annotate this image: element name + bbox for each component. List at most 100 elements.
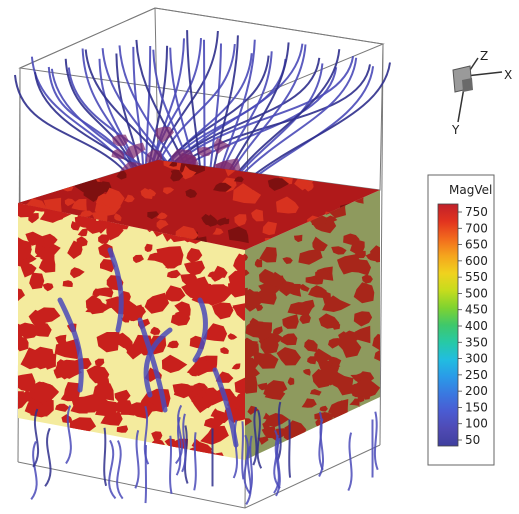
magnetic-patch (228, 281, 245, 298)
magnetic-patch (263, 413, 290, 427)
magnetic-patch (147, 252, 165, 263)
surface-patch (147, 211, 159, 220)
magnetic-patch (320, 412, 336, 422)
surface-patch (356, 161, 373, 173)
field-line (373, 411, 379, 471)
magnetic-patch (144, 243, 153, 252)
magnetic-patch (93, 382, 115, 401)
magnetic-patch (253, 357, 260, 364)
magnetic-patch (54, 338, 81, 360)
magnetic-patch (114, 389, 131, 403)
magnetic-patch (144, 292, 170, 314)
field-line (103, 427, 108, 487)
magnetic-patch (94, 358, 105, 368)
magnetic-patch (355, 405, 374, 420)
field-line (193, 432, 197, 491)
magnetic-patch (293, 234, 303, 243)
magnetic-patch (210, 408, 222, 419)
magnetic-patch (322, 291, 331, 305)
magnetic-patch (287, 377, 295, 386)
surface-patch (325, 171, 342, 184)
surface-patch (201, 213, 218, 226)
surface-patch (124, 194, 135, 203)
magnetic-patch (374, 333, 380, 344)
field-line (108, 439, 117, 500)
legend-tick-label: 500 (465, 286, 488, 300)
legend-tick-label: 450 (465, 303, 488, 317)
legend-tick-label: 700 (465, 221, 488, 235)
legend-color-bar (437, 203, 459, 447)
magnetic-patch (100, 259, 116, 273)
legend-tick-label: 400 (465, 319, 488, 333)
magnetic-patch (34, 247, 54, 258)
surface-patch (27, 162, 40, 172)
flux-tube (192, 297, 208, 363)
magnetic-patch (132, 254, 144, 263)
magnetic-patch (357, 413, 378, 430)
magnetic-patch (245, 253, 248, 263)
field-line (175, 404, 183, 465)
surface-patch (64, 198, 76, 207)
surface-patch (156, 212, 168, 220)
magnetic-patch (180, 273, 198, 286)
legend-tick-label: 200 (465, 384, 488, 398)
magnetic-patch (352, 325, 371, 344)
magnetic-patch (53, 367, 64, 379)
field-line (232, 419, 238, 479)
field-bundle (111, 148, 125, 160)
color-legend: MagVel 750 700 650 600 550 500 450 400 350 300 250… (427, 174, 495, 466)
magnetic-patch (341, 441, 355, 452)
magnetic-patch (353, 311, 373, 327)
magnetic-patch (304, 339, 318, 353)
magnetic-patch (77, 228, 88, 237)
field-line (169, 435, 173, 495)
field-line (241, 421, 245, 480)
magnetic-patch (70, 267, 85, 279)
magnetic-patch (307, 356, 317, 365)
legend-tick-label: 600 (465, 254, 488, 268)
magnetic-patch (336, 417, 360, 435)
magnetic-patch (165, 285, 186, 302)
magnetic-patch (62, 280, 73, 287)
magnetic-patch (356, 376, 380, 399)
magnetic-patch (234, 377, 245, 395)
field-bundle (125, 142, 146, 159)
magnetic-patch (374, 349, 380, 363)
magnetic-patch (257, 382, 268, 391)
magnetic-patch (276, 347, 301, 366)
magnetic-patch (18, 391, 24, 407)
magnetic-patch (95, 400, 117, 417)
magnetic-patch (116, 425, 129, 433)
magnetic-patch (30, 346, 55, 370)
magnetic-patch (18, 287, 25, 306)
field-line (256, 410, 263, 469)
magnetic-patch (186, 356, 217, 376)
magnetic-patch (113, 400, 133, 413)
magnetic-patch (298, 284, 310, 292)
magnetic-patch (18, 373, 36, 393)
magnetic-patch (220, 347, 229, 354)
magnetic-patch (151, 431, 163, 443)
magnetic-patch (84, 440, 97, 449)
axes-origin-block-shade (462, 78, 473, 92)
magnetic-patch (18, 322, 41, 340)
magnetic-patch (202, 323, 228, 342)
magnetic-patch (301, 398, 317, 408)
field-line (32, 408, 40, 468)
y-axis-label: Y (451, 123, 460, 137)
surface-patch (227, 226, 249, 244)
magnetic-patch (245, 320, 265, 339)
magnetic-patch (97, 287, 114, 298)
magnetic-patch (351, 391, 361, 398)
magnetic-patch (309, 446, 317, 454)
magnetic-patch (186, 248, 203, 263)
magnetic-patch (331, 321, 341, 330)
surface-patch (212, 227, 224, 235)
magnetic-patch (310, 389, 322, 396)
field-line (273, 429, 281, 489)
magnetic-patch (357, 395, 365, 403)
field-line (318, 418, 324, 477)
magnetic-patch (331, 246, 347, 255)
magnetic-patch (232, 301, 245, 321)
magnetic-patch (263, 380, 288, 399)
